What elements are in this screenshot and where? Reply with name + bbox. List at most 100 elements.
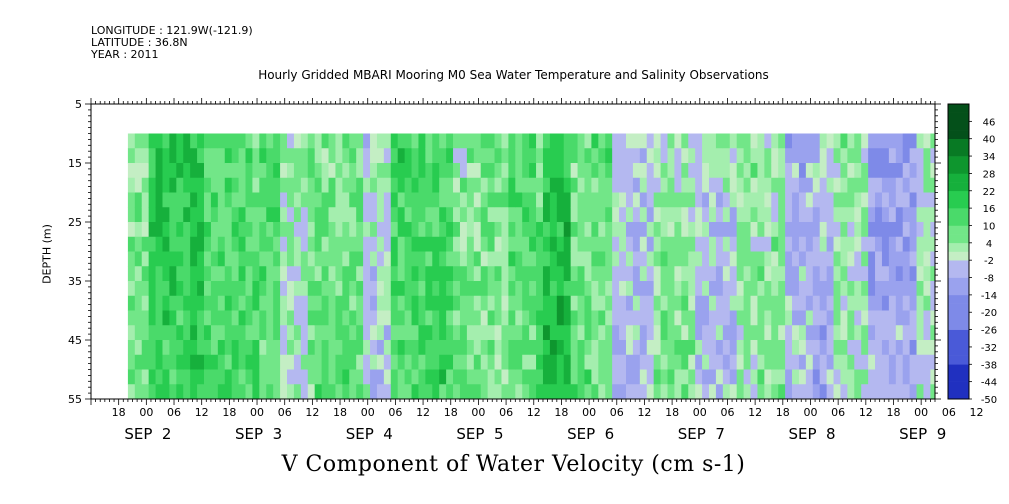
heatmap-cell (771, 236, 779, 252)
heatmap-cell (591, 251, 599, 267)
heatmap-cell (259, 340, 267, 356)
x-hour-tick-label: 12 (859, 406, 873, 419)
heatmap-cell (542, 310, 551, 326)
heatmap-cell (778, 340, 786, 356)
heatmap-cell (930, 222, 936, 238)
heatmap-cell (598, 325, 606, 341)
heatmap-cell (895, 384, 904, 400)
heatmap-cell (356, 192, 364, 208)
x-hour-tick-label: 18 (444, 406, 458, 419)
y-tick-label: 5 (75, 98, 82, 111)
heatmap-cell (667, 251, 675, 267)
heatmap-cell (425, 222, 433, 238)
heatmap-cell (916, 266, 924, 282)
heatmap-cell (453, 207, 461, 223)
heatmap-cell (715, 354, 724, 370)
heatmap-cell (356, 177, 364, 193)
heatmap-cell (563, 133, 572, 149)
heatmap-cell (397, 207, 406, 223)
heatmap-cell (245, 325, 253, 341)
heatmap-cell (383, 148, 392, 164)
heatmap-cell (314, 207, 322, 223)
heatmap-cell (210, 192, 219, 208)
heatmap-cell (176, 325, 184, 341)
heatmap-cell (778, 354, 786, 370)
heatmap-cell (563, 384, 572, 400)
colorbar-label: -14 (981, 291, 997, 302)
heatmap-cell (632, 384, 641, 400)
heatmap-cell (715, 325, 724, 341)
heatmap-cell (840, 295, 848, 311)
heatmap-cell (314, 354, 322, 370)
heatmap-cell (335, 340, 343, 356)
heatmap-cell (287, 295, 295, 311)
heatmap-cell (280, 192, 288, 208)
heatmap-cell (695, 222, 703, 238)
heatmap-cell (342, 236, 350, 252)
heatmap-cell (446, 266, 454, 282)
heatmap-cell (895, 266, 904, 282)
heatmap-cell (266, 310, 274, 326)
heatmap-cell (805, 251, 814, 267)
heatmap-cell (356, 266, 364, 282)
heatmap-cell (868, 266, 876, 282)
heatmap-cell (197, 133, 205, 149)
heatmap-cell (895, 354, 904, 370)
heatmap-cell (245, 251, 253, 267)
heatmap-cell (591, 192, 599, 208)
heatmap-cell (785, 133, 793, 149)
heatmap-cell (466, 325, 475, 341)
heatmap-cell (314, 222, 322, 238)
heatmap-cell (563, 295, 572, 311)
heatmap-cell (570, 325, 578, 341)
heatmap-cell (549, 340, 558, 356)
heatmap-cell (356, 384, 364, 400)
heatmap-cell (646, 295, 655, 311)
heatmap-cell (709, 133, 717, 149)
heatmap-cell (190, 236, 198, 252)
heatmap-cell (134, 133, 143, 149)
heatmap-cell (453, 266, 461, 282)
heatmap-cell (909, 148, 917, 164)
heatmap-cell (916, 222, 924, 238)
heatmap-cell (459, 340, 468, 356)
heatmap-cell (563, 177, 572, 193)
heatmap-cell (176, 384, 184, 400)
heatmap-cell (888, 133, 897, 149)
heatmap-cell (743, 163, 751, 179)
heatmap-cell (190, 281, 198, 297)
heatmap-cell (771, 148, 779, 164)
heatmap-cell (459, 222, 468, 238)
heatmap-cell (895, 177, 904, 193)
heatmap-cell (411, 340, 419, 356)
heatmap-cell (266, 163, 274, 179)
heatmap-cell (127, 325, 136, 341)
heatmap-cell (681, 251, 689, 267)
heatmap-cell (715, 148, 724, 164)
heatmap-cell (778, 163, 786, 179)
heatmap-cell (300, 177, 309, 193)
heatmap-cell (625, 207, 634, 223)
heatmap-cell (840, 281, 848, 297)
heatmap-cell (605, 236, 613, 252)
heatmap-cell (411, 251, 419, 267)
heatmap-cell (245, 369, 253, 385)
heatmap-cell (625, 251, 634, 267)
heatmap-cell (328, 207, 336, 223)
heatmap-cell (238, 281, 246, 297)
heatmap-cell (577, 354, 585, 370)
heatmap-cell (923, 148, 931, 164)
heatmap-cell (328, 163, 336, 179)
heatmap-cell (923, 163, 931, 179)
heatmap-cell (321, 207, 329, 223)
heatmap-cell (909, 369, 917, 385)
colorbar-segment (948, 190, 969, 200)
heatmap-cell (916, 148, 924, 164)
heatmap-cell (363, 163, 371, 179)
heatmap-cell (494, 177, 502, 193)
heatmap-cell (335, 354, 343, 370)
heatmap-cell (176, 369, 184, 385)
heatmap-cell (466, 207, 475, 223)
heatmap-cell (646, 325, 655, 341)
heatmap-cell (916, 163, 924, 179)
